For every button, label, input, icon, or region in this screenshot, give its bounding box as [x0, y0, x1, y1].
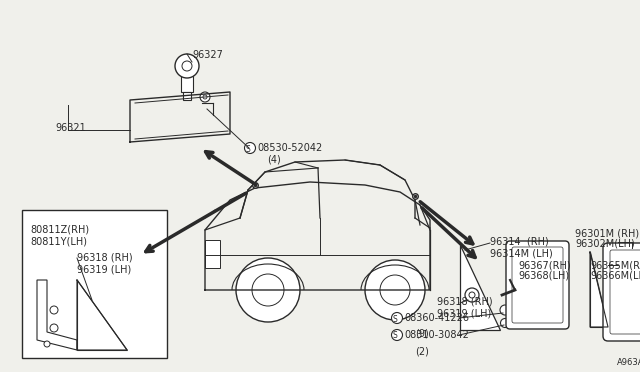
- Text: 96367(RH): 96367(RH): [518, 260, 571, 270]
- Bar: [205, 240, 220, 268]
- Circle shape: [50, 306, 58, 314]
- Text: 96318 (RH): 96318 (RH): [77, 252, 132, 262]
- Text: 96327: 96327: [192, 50, 223, 60]
- Bar: [183, 92, 191, 100]
- Circle shape: [50, 324, 58, 332]
- Text: 96319 (LH): 96319 (LH): [437, 308, 492, 318]
- Circle shape: [44, 341, 50, 347]
- Circle shape: [365, 260, 425, 320]
- Text: (9): (9): [415, 329, 429, 339]
- Text: 96301M (RH): 96301M (RH): [575, 228, 639, 238]
- Circle shape: [380, 275, 410, 305]
- Polygon shape: [590, 252, 608, 327]
- Bar: [181, 74, 193, 92]
- Circle shape: [244, 142, 255, 154]
- Text: 08360-41226: 08360-41226: [404, 313, 469, 323]
- FancyBboxPatch shape: [610, 250, 640, 334]
- Text: 96318 (RH): 96318 (RH): [437, 297, 493, 307]
- FancyBboxPatch shape: [506, 241, 569, 329]
- Text: 96321: 96321: [55, 123, 86, 133]
- FancyBboxPatch shape: [603, 243, 640, 341]
- Circle shape: [500, 318, 509, 327]
- Circle shape: [465, 288, 479, 302]
- Circle shape: [182, 61, 192, 71]
- Circle shape: [469, 292, 475, 298]
- Bar: [22, 210, 167, 358]
- Circle shape: [252, 274, 284, 306]
- Text: 96319 (LH): 96319 (LH): [77, 264, 131, 274]
- Polygon shape: [77, 280, 127, 350]
- Text: 96314  (RH): 96314 (RH): [490, 237, 548, 247]
- Text: 96366M(LH): 96366M(LH): [590, 271, 640, 281]
- Polygon shape: [460, 245, 500, 330]
- Text: 96368(LH): 96368(LH): [518, 271, 569, 281]
- Text: 08310-30842: 08310-30842: [404, 330, 469, 340]
- Circle shape: [236, 258, 300, 322]
- Circle shape: [392, 312, 403, 324]
- Circle shape: [500, 305, 510, 315]
- Text: S: S: [392, 314, 397, 324]
- Text: 96314M (LH): 96314M (LH): [490, 248, 553, 258]
- Text: 96302M(LH): 96302M(LH): [575, 239, 635, 249]
- Text: 08530-52042: 08530-52042: [257, 143, 323, 153]
- FancyBboxPatch shape: [512, 247, 563, 323]
- Circle shape: [175, 54, 199, 78]
- Text: A963A0037: A963A0037: [617, 358, 640, 367]
- Text: (4): (4): [267, 154, 281, 164]
- Text: (2): (2): [415, 346, 429, 356]
- Circle shape: [203, 95, 207, 99]
- Polygon shape: [37, 280, 77, 350]
- Text: 96365M(RH): 96365M(RH): [590, 260, 640, 270]
- Text: 80811Y(LH): 80811Y(LH): [30, 236, 87, 246]
- Text: S: S: [392, 331, 397, 340]
- Circle shape: [200, 92, 210, 102]
- Text: 80811Z(RH): 80811Z(RH): [30, 224, 89, 234]
- Circle shape: [392, 330, 403, 340]
- Text: S: S: [246, 144, 250, 154]
